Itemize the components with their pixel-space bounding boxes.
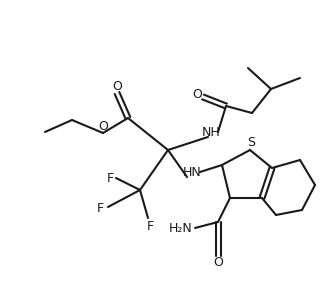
- Text: S: S: [247, 137, 255, 150]
- Text: F: F: [107, 171, 114, 184]
- Text: O: O: [112, 79, 122, 93]
- Text: HN: HN: [183, 166, 201, 179]
- Text: NH: NH: [202, 126, 220, 139]
- Text: O: O: [192, 88, 202, 101]
- Text: O: O: [213, 256, 223, 269]
- Text: F: F: [146, 220, 154, 233]
- Text: F: F: [97, 202, 104, 215]
- Text: H₂N: H₂N: [169, 222, 193, 235]
- Text: O: O: [98, 119, 108, 133]
